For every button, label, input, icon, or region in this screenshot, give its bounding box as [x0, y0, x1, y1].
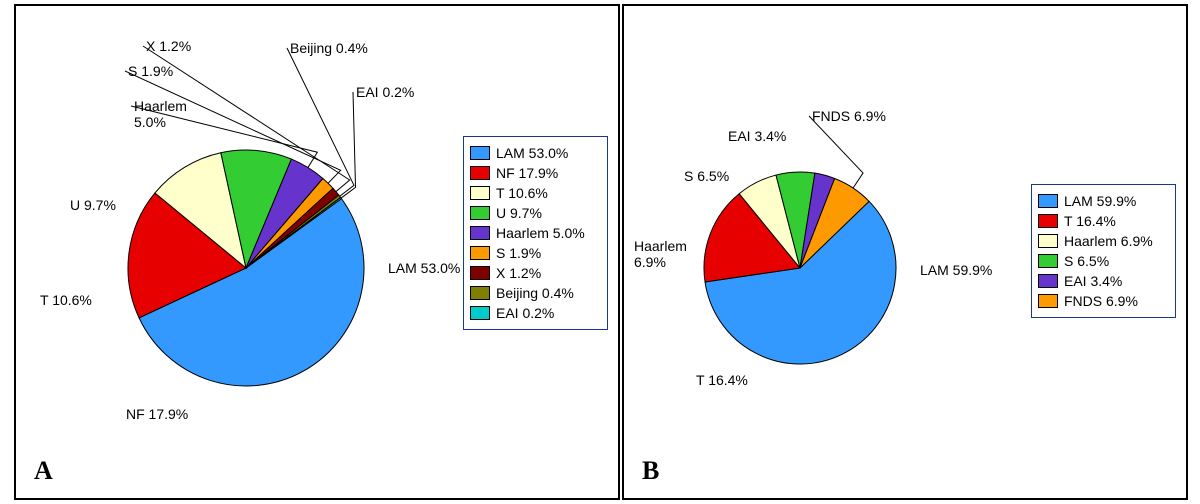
legend-b: LAM 59.9%T 16.4%Haarlem 6.9%S 6.5%EAI 3.…: [1031, 184, 1176, 318]
legend-label: T 16.4%: [1064, 211, 1116, 231]
slice-label-beijing: Beijing 0.4%: [290, 40, 368, 56]
legend-label: U 9.7%: [496, 203, 542, 223]
legend-label: S 1.9%: [496, 243, 541, 263]
legend-swatch: [470, 206, 490, 220]
legend-swatch: [1038, 254, 1058, 268]
legend-swatch: [470, 146, 490, 160]
legend-swatch: [1038, 274, 1058, 288]
legend-item: FNDS 6.9%: [1038, 291, 1165, 311]
legend-swatch: [1038, 194, 1058, 208]
legend-item: T 10.6%: [470, 183, 597, 203]
legend-swatch: [1038, 214, 1058, 228]
legend-label: S 6.5%: [1064, 251, 1109, 271]
legend-label: LAM 59.9%: [1064, 191, 1136, 211]
slice-label-u: U 9.7%: [70, 197, 116, 213]
slice-label-fnds: FNDS 6.9%: [812, 108, 886, 124]
slice-label-lam: LAM 53.0%: [388, 260, 460, 276]
legend-swatch: [1038, 234, 1058, 248]
legend-label: X 1.2%: [496, 263, 541, 283]
panel-a: LAM 53.0%NF 17.9%T 10.6%U 9.7%Haarlem 5.…: [14, 4, 620, 500]
slice-label-t: T 16.4%: [696, 372, 748, 388]
slice-label-haarlem: Haarlem6.9%: [634, 238, 687, 270]
slice-label-s: S 1.9%: [128, 63, 173, 79]
slice-label-t: T 10.6%: [40, 292, 92, 308]
legend-swatch: [470, 226, 490, 240]
legend-swatch: [470, 306, 490, 320]
slice-label-eai: EAI 3.4%: [728, 128, 786, 144]
legend-swatch: [470, 246, 490, 260]
legend-item: Haarlem 5.0%: [470, 223, 597, 243]
legend-item: S 1.9%: [470, 243, 597, 263]
panel-b: LAM 59.9%T 16.4%Haarlem 6.9%S 6.5%EAI 3.…: [622, 4, 1188, 500]
legend-item: NF 17.9%: [470, 163, 597, 183]
legend-swatch: [470, 186, 490, 200]
slice-label-haarlem: Haarlem5.0%: [134, 98, 187, 130]
slice-label-nf: NF 17.9%: [126, 406, 188, 422]
legend-label: Beijing 0.4%: [496, 283, 574, 303]
legend-label: Haarlem 5.0%: [496, 223, 585, 243]
panel-letter-a: A: [34, 456, 53, 486]
legend-item: LAM 59.9%: [1038, 191, 1165, 211]
legend-label: EAI 0.2%: [496, 303, 554, 323]
slice-label-lam: LAM 59.9%: [920, 262, 992, 278]
legend-item: Haarlem 6.9%: [1038, 231, 1165, 251]
legend-item: X 1.2%: [470, 263, 597, 283]
legend-label: LAM 53.0%: [496, 143, 568, 163]
legend-label: FNDS 6.9%: [1064, 291, 1138, 311]
legend-item: Beijing 0.4%: [470, 283, 597, 303]
legend-item: T 16.4%: [1038, 211, 1165, 231]
legend-a: LAM 53.0%NF 17.9%T 10.6%U 9.7%Haarlem 5.…: [463, 136, 608, 330]
legend-swatch: [1038, 294, 1058, 308]
leader-line: [341, 92, 355, 198]
legend-label: Haarlem 6.9%: [1064, 231, 1153, 251]
legend-label: NF 17.9%: [496, 163, 558, 183]
legend-item: EAI 0.2%: [470, 303, 597, 323]
legend-item: U 9.7%: [470, 203, 597, 223]
panel-letter-b: B: [642, 456, 659, 486]
slice-label-x: X 1.2%: [146, 38, 191, 54]
legend-swatch: [470, 166, 490, 180]
legend-label: T 10.6%: [496, 183, 548, 203]
slice-label-eai: EAI 0.2%: [356, 84, 414, 100]
legend-item: EAI 3.4%: [1038, 271, 1165, 291]
legend-item: LAM 53.0%: [470, 143, 597, 163]
legend-item: S 6.5%: [1038, 251, 1165, 271]
slice-label-s: S 6.5%: [684, 168, 729, 184]
legend-swatch: [470, 286, 490, 300]
legend-label: EAI 3.4%: [1064, 271, 1122, 291]
legend-swatch: [470, 266, 490, 280]
